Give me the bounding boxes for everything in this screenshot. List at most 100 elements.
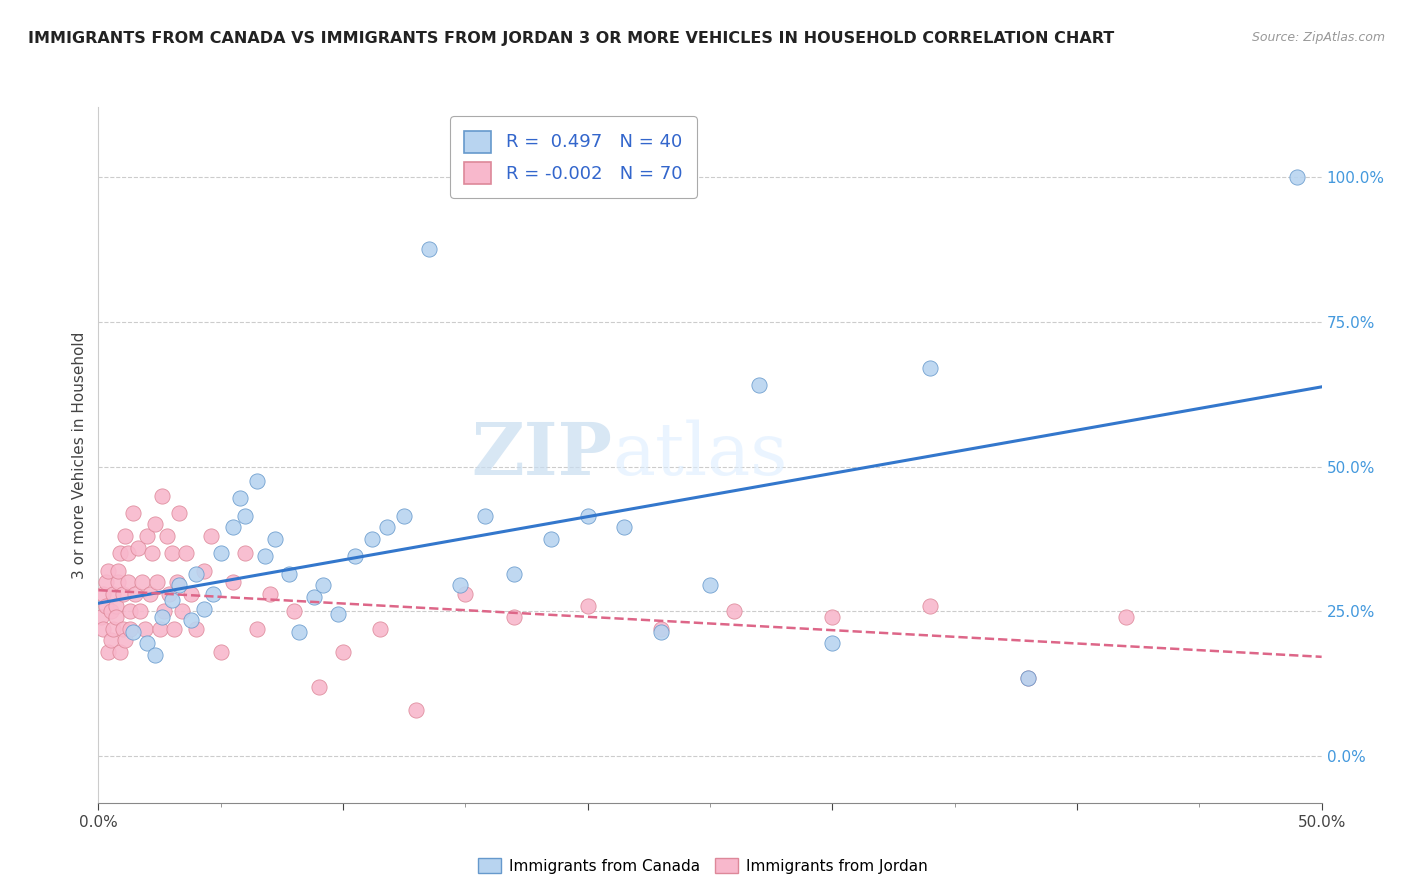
Legend: R =  0.497   N = 40, R = -0.002   N = 70: R = 0.497 N = 40, R = -0.002 N = 70	[450, 116, 697, 198]
Point	[134, 622, 156, 636]
Point	[233, 546, 256, 561]
Point	[107, 564, 129, 578]
Point	[253, 549, 276, 564]
Point	[332, 645, 354, 659]
Point	[139, 587, 162, 601]
Point	[91, 622, 114, 636]
Point	[288, 624, 311, 639]
Point	[100, 633, 122, 648]
Point	[104, 610, 127, 624]
Point	[167, 506, 190, 520]
Point	[114, 633, 136, 648]
Point	[748, 378, 770, 392]
Point	[127, 541, 149, 555]
Point	[246, 474, 269, 488]
Point	[186, 622, 208, 636]
Point	[418, 242, 440, 256]
Point	[156, 529, 179, 543]
Point	[117, 575, 139, 590]
Point	[229, 491, 252, 506]
Point	[124, 587, 146, 601]
Point	[474, 508, 496, 523]
Point	[503, 566, 526, 581]
Point	[157, 587, 180, 601]
Point	[136, 529, 159, 543]
Point	[821, 610, 844, 624]
Point	[222, 520, 245, 534]
Point	[361, 532, 384, 546]
Point	[166, 575, 188, 590]
Point	[90, 610, 112, 624]
Point	[723, 605, 745, 619]
Y-axis label: 3 or more Vehicles in Household: 3 or more Vehicles in Household	[72, 331, 87, 579]
Point	[699, 578, 721, 592]
Point	[136, 636, 159, 650]
Point	[111, 622, 134, 636]
Point	[114, 529, 136, 543]
Point	[202, 587, 225, 601]
Point	[149, 622, 172, 636]
Point	[180, 587, 202, 601]
Point	[91, 587, 114, 601]
Point	[920, 599, 942, 613]
Point	[375, 520, 398, 534]
Point	[131, 575, 153, 590]
Point	[101, 587, 124, 601]
Point	[160, 546, 183, 561]
Point	[143, 517, 166, 532]
Point	[153, 605, 176, 619]
Point	[650, 622, 672, 636]
Point	[263, 532, 285, 546]
Point	[141, 546, 163, 561]
Point	[146, 575, 169, 590]
Point	[1017, 671, 1039, 685]
Point	[121, 624, 143, 639]
Point	[540, 532, 562, 546]
Point	[576, 508, 599, 523]
Point	[100, 605, 122, 619]
Point	[278, 566, 301, 581]
Point	[650, 624, 672, 639]
Point	[259, 587, 281, 601]
Point	[117, 546, 139, 561]
Point	[209, 546, 232, 561]
Point	[150, 489, 173, 503]
Point	[576, 599, 599, 613]
Point	[1115, 610, 1137, 624]
Point	[163, 622, 186, 636]
Point	[312, 578, 335, 592]
Point	[97, 564, 120, 578]
Point	[120, 622, 142, 636]
Point	[392, 508, 416, 523]
Point	[180, 613, 202, 627]
Point	[193, 564, 215, 578]
Point	[233, 508, 256, 523]
Point	[920, 361, 942, 376]
Point	[107, 575, 129, 590]
Point	[454, 587, 477, 601]
Point	[1017, 671, 1039, 685]
Point	[368, 622, 391, 636]
Point	[120, 605, 142, 619]
Point	[167, 578, 190, 592]
Text: Source: ZipAtlas.com: Source: ZipAtlas.com	[1251, 31, 1385, 45]
Point	[308, 680, 330, 694]
Text: IMMIGRANTS FROM CANADA VS IMMIGRANTS FROM JORDAN 3 OR MORE VEHICLES IN HOUSEHOLD: IMMIGRANTS FROM CANADA VS IMMIGRANTS FRO…	[28, 31, 1115, 46]
Text: atlas: atlas	[612, 419, 787, 491]
Text: ZIP: ZIP	[471, 419, 612, 491]
Point	[150, 610, 173, 624]
Point	[1286, 169, 1309, 184]
Point	[143, 648, 166, 662]
Point	[104, 599, 127, 613]
Point	[101, 622, 124, 636]
Point	[222, 575, 245, 590]
Point	[94, 575, 117, 590]
Point	[94, 599, 117, 613]
Point	[121, 506, 143, 520]
Point	[193, 601, 215, 615]
Point	[613, 520, 636, 534]
Point	[246, 622, 269, 636]
Point	[160, 592, 183, 607]
Point	[110, 546, 132, 561]
Point	[328, 607, 350, 622]
